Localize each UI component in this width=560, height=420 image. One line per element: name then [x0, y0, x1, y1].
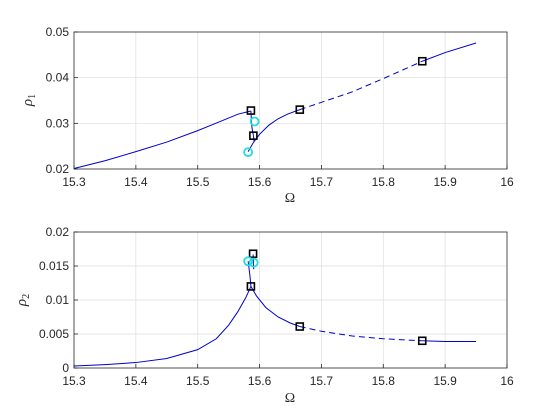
bottom-series-solid: [73, 286, 252, 367]
top-square-marker: [295, 105, 305, 114]
top-x-tick-label: 15.6: [248, 175, 272, 189]
top-x-tick-label: 15.8: [372, 175, 396, 189]
bottom-x-tick-label: 15.5: [186, 374, 210, 388]
bottom-x-tick-label: 15.3: [62, 374, 86, 388]
bottom-square-marker: [246, 282, 256, 291]
top-x-tick-label: 15.3: [62, 175, 86, 189]
top-series-dashed: [299, 60, 423, 111]
bottom-plot-grid: [73, 231, 508, 369]
top-x-tick-label: 15.7: [310, 175, 334, 189]
top-x-axis-label: Ω: [285, 191, 295, 206]
bottom-y-tick-label: 0.02: [46, 225, 70, 239]
bottom-y-tick-label: 0.015: [39, 259, 69, 273]
bottom-square-marker: [417, 336, 427, 346]
top-square-marker: [417, 56, 427, 66]
top-circle-marker: [243, 147, 254, 158]
bottom-x-tick-label: 15.8: [372, 374, 396, 388]
top-y-tick-label: 0.03: [46, 116, 70, 130]
bottom-y-axis-label: ρ2: [14, 294, 32, 307]
bottom-plot-markers: [243, 249, 427, 346]
top-square-marker: [246, 106, 256, 115]
top-y-tick-label: 0.04: [46, 71, 70, 85]
bottom-x-tick-label: 15.4: [124, 374, 148, 388]
bottom-series-dashed: [299, 326, 423, 342]
bottom-x-tick-label: 15.9: [433, 374, 457, 388]
top-plot-box: [73, 31, 508, 170]
bottom-series-solid: [422, 340, 477, 342]
top-plot: 15.3 15.4 15.5 15.6 15.7 15.8 15.9 16 0.020.030…: [20, 25, 514, 206]
top-x-tick-label: 15.4: [124, 175, 148, 189]
bottom-plot-series: [73, 254, 477, 367]
top-x-tick-label: 16: [500, 175, 514, 189]
bottom-x-tick-label: 15.6: [248, 374, 272, 388]
bottom-series-solid: [250, 286, 300, 327]
bottom-x-tick-labels: 15.3 15.4 15.5 15.6 15.7 15.8 15.9 16: [62, 374, 514, 388]
bottom-x-axis-label: Ω: [285, 391, 295, 406]
top-series-solid: [73, 110, 252, 170]
top-square-marker: [249, 131, 258, 140]
top-plot-grid: [73, 31, 508, 170]
top-circle-marker: [249, 116, 260, 127]
top-plot-area: [74, 32, 507, 169]
bottom-x-tick-label: 15.7: [310, 374, 334, 388]
bottom-plot: 15.3 15.4 15.5 15.6 15.7 15.8 15.9 16 0 0.005 0.0…: [14, 225, 514, 406]
top-y-tick-labels: 0.02 0.03 0.04 0.05: [46, 25, 70, 176]
bottom-plot-box: [73, 231, 508, 369]
bottom-y-tick-label: 0: [62, 361, 69, 375]
top-plot-markers: [243, 56, 427, 158]
top-x-tick-label: 15.9: [433, 175, 457, 189]
bottom-square-marker: [295, 322, 305, 331]
bottom-y-tick-labels: 0 0.005 0.01 0.015 0.02: [39, 225, 69, 375]
bottom-x-tick-label: 16: [500, 374, 514, 388]
top-series-dashed: [252, 135, 255, 145]
top-x-tick-labels: 15.3 15.4 15.5 15.6 15.7 15.8 15.9 16: [62, 175, 514, 189]
top-y-axis-label: ρ1: [20, 94, 38, 107]
bottom-series-solid: [247, 261, 252, 287]
bottom-y-tick-label: 0.01: [46, 293, 70, 307]
top-y-tick-label: 0.02: [46, 162, 70, 176]
bottom-y-tick-label: 0.005: [39, 327, 69, 341]
top-series-solid: [422, 42, 477, 62]
bottom-circle-marker: [248, 257, 259, 268]
top-y-tick-label: 0.05: [46, 25, 70, 39]
top-x-tick-label: 15.5: [186, 175, 210, 189]
bottom-square-marker: [248, 249, 258, 259]
bottom-circle-marker: [243, 256, 254, 267]
